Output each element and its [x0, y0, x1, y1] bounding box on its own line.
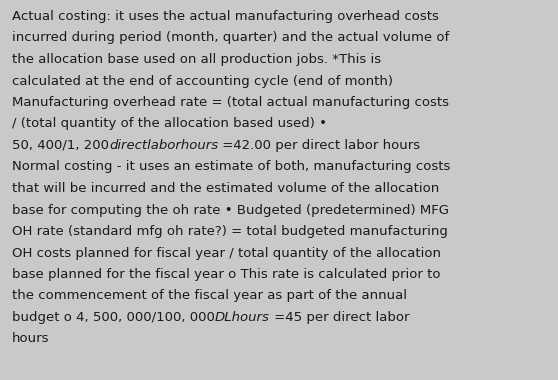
- Text: the allocation base used on all production jobs. *This is: the allocation base used on all producti…: [12, 53, 381, 66]
- Text: base planned for the fiscal year o This rate is calculated prior to: base planned for the fiscal year o This …: [12, 268, 440, 281]
- Text: the commencement of the fiscal year as part of the annual: the commencement of the fiscal year as p…: [12, 290, 407, 302]
- Text: 50, 400/1, 200: 50, 400/1, 200: [12, 139, 109, 152]
- Text: =45 per direct labor: =45 per direct labor: [270, 311, 409, 324]
- Text: that will be incurred and the estimated volume of the allocation: that will be incurred and the estimated …: [12, 182, 439, 195]
- Text: Manufacturing overhead rate = (total actual manufacturing costs: Manufacturing overhead rate = (total act…: [12, 96, 449, 109]
- Text: directlaborhours: directlaborhours: [109, 139, 218, 152]
- Text: OH rate (standard mfg oh rate?) = total budgeted manufacturing: OH rate (standard mfg oh rate?) = total …: [12, 225, 448, 238]
- Text: OH costs planned for fiscal year / total quantity of the allocation: OH costs planned for fiscal year / total…: [12, 247, 441, 260]
- Text: budget o 4, 500, 000/100, 000: budget o 4, 500, 000/100, 000: [12, 311, 215, 324]
- Text: calculated at the end of accounting cycle (end of month): calculated at the end of accounting cycl…: [12, 74, 393, 87]
- Text: / (total quantity of the allocation based used) •: / (total quantity of the allocation base…: [12, 117, 327, 130]
- Text: incurred during period (month, quarter) and the actual volume of: incurred during period (month, quarter) …: [12, 32, 449, 44]
- Text: DLhours: DLhours: [215, 311, 270, 324]
- Text: base for computing the oh rate • Budgeted (predetermined) MFG: base for computing the oh rate • Budgete…: [12, 204, 449, 217]
- Text: Normal costing - it uses an estimate of both, manufacturing costs: Normal costing - it uses an estimate of …: [12, 160, 450, 174]
- Text: hours: hours: [12, 332, 50, 345]
- Text: =42.00 per direct labor hours: =42.00 per direct labor hours: [218, 139, 420, 152]
- Text: Actual costing: it uses the actual manufacturing overhead costs: Actual costing: it uses the actual manuf…: [12, 10, 439, 23]
